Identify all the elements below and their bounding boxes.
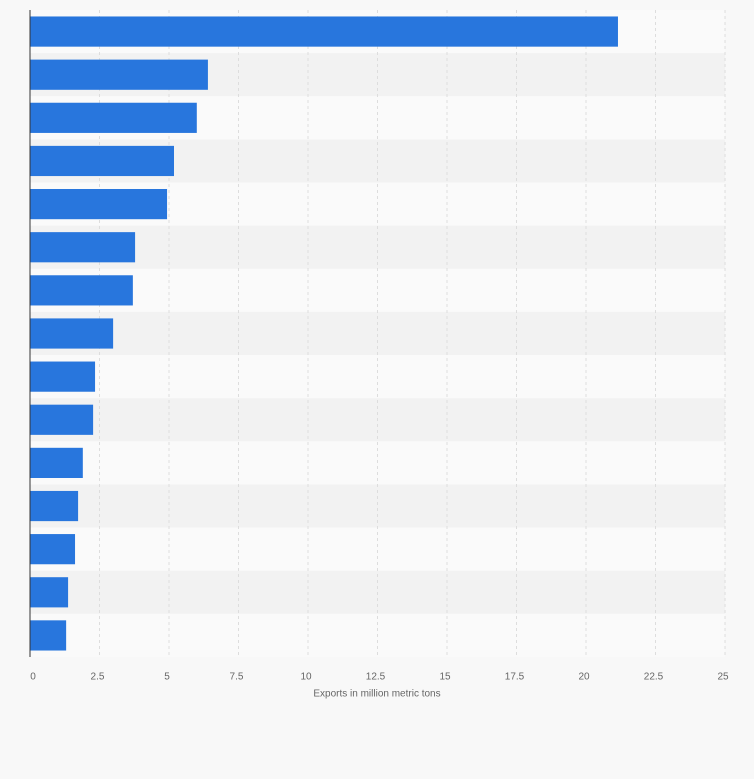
x-tick-label: 2.5 — [91, 672, 105, 683]
x-tick-label: 15 — [439, 672, 451, 683]
bar — [30, 447, 83, 478]
bar — [30, 102, 197, 133]
bar — [30, 534, 76, 565]
bar — [30, 620, 67, 651]
x-tick-label: 0 — [30, 672, 36, 683]
x-axis-label: Exports in million metric tons — [313, 689, 440, 700]
bar — [30, 361, 96, 392]
bar — [30, 145, 175, 177]
x-tick-label: 7.5 — [230, 672, 244, 683]
x-tick-label: 17.5 — [505, 672, 525, 683]
bar — [30, 59, 208, 90]
x-tick-label: 12.5 — [366, 672, 386, 683]
x-tick-label: 10 — [300, 672, 312, 683]
x-tick-label: 20 — [578, 672, 590, 683]
bar — [30, 16, 618, 47]
bar — [30, 577, 69, 608]
bar — [30, 275, 133, 306]
x-tick-label: 5 — [164, 672, 170, 683]
x-tick-label: 22.5 — [644, 672, 664, 683]
bar — [30, 490, 79, 522]
x-tick-label: 25 — [717, 672, 729, 683]
bar — [30, 318, 114, 349]
bar — [30, 232, 136, 263]
bar — [30, 404, 94, 435]
bar — [30, 189, 168, 220]
